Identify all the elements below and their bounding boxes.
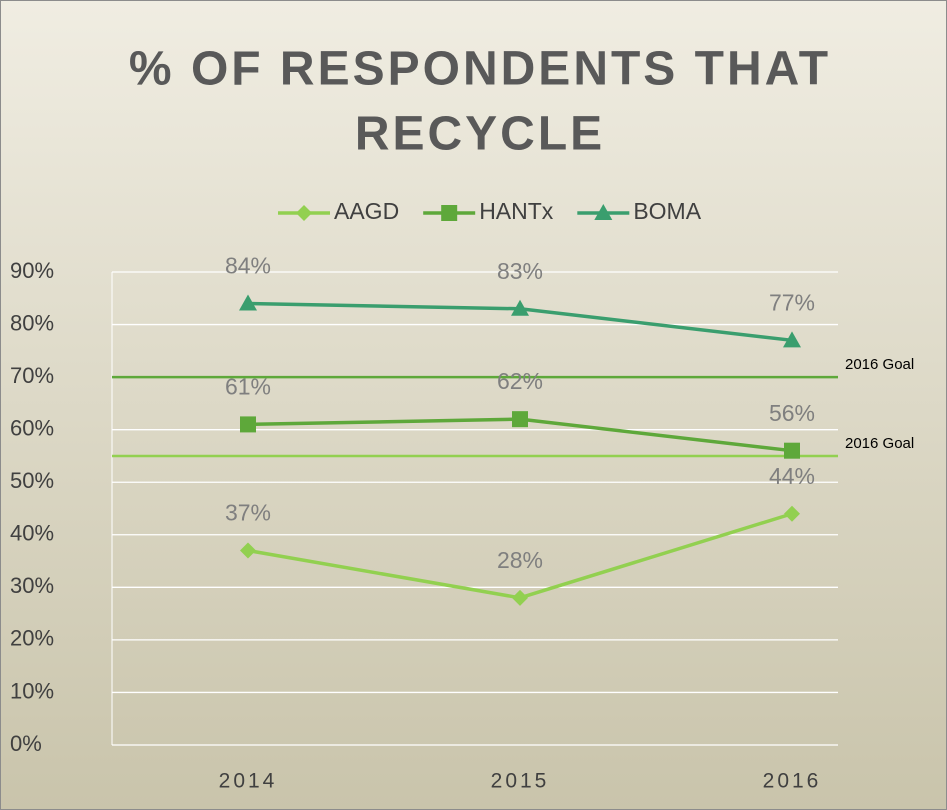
y-tick-label: 70% [10,363,54,388]
marker [512,411,528,428]
chart-title: RECYCLE [355,108,605,161]
marker [296,205,312,221]
legend-label: AAGD [334,198,399,224]
x-tick-label: 2014 [219,770,278,793]
y-tick-label: 10% [10,678,54,703]
marker [240,416,256,433]
y-tick-label: 40% [10,521,54,546]
marker [783,331,801,348]
data-label: 56% [769,400,815,426]
y-tick-label: 20% [10,626,54,651]
y-tick-label: 90% [10,258,54,283]
marker [512,589,528,606]
x-tick-label: 2015 [491,770,550,793]
data-label: 84% [225,253,271,279]
data-label: 61% [225,373,271,399]
y-tick-label: 50% [10,468,54,493]
goal-label: 2016 Goal [845,435,914,452]
data-label: 28% [497,547,543,573]
legend-label: BOMA [633,198,701,224]
y-tick-label: 80% [10,310,54,335]
marker [240,542,256,559]
goal-label: 2016 Goal [845,356,914,373]
y-tick-label: 30% [10,573,54,598]
chart-title: % OF RESPONDENTS THAT [129,43,831,96]
data-label: 77% [769,289,815,315]
marker [441,205,458,221]
marker [594,204,613,220]
y-tick-label: 60% [10,415,54,440]
marker [784,442,800,459]
x-tick-label: 2016 [763,770,822,793]
data-label: 37% [225,500,271,526]
data-label: 83% [497,258,543,284]
legend-label: HANTx [479,198,554,224]
marker [511,299,529,316]
y-tick-label: 0% [10,731,42,756]
marker [784,505,800,522]
marker [239,294,257,311]
data-label: 62% [497,368,543,394]
data-label: 44% [769,463,815,489]
